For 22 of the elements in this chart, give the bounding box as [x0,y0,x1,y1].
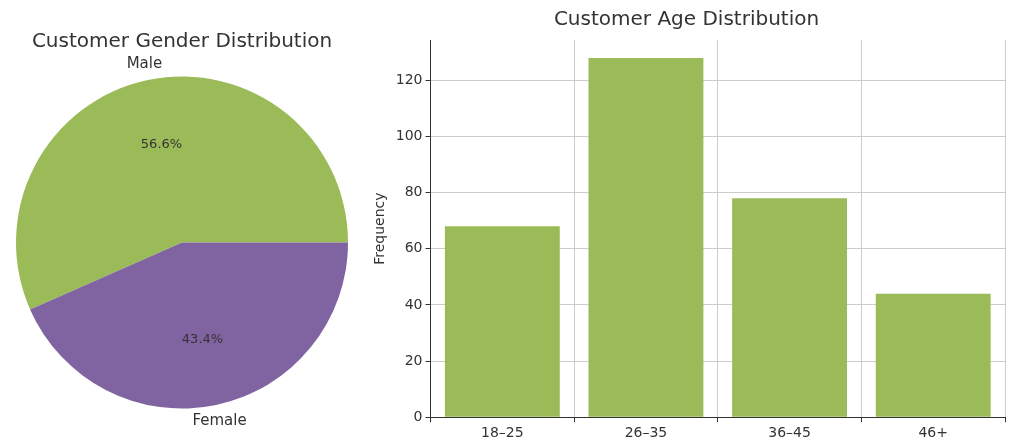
chart-title: Customer Age Distribution [553,6,820,31]
y-axis-title: Frequency [371,192,388,265]
data-label: 56.6% [140,136,183,152]
y-tick-label: 60 [404,239,423,256]
y-tick-label: 20 [404,351,423,368]
y-tick-label: 0 [413,407,423,424]
bar [588,57,704,417]
bar [875,293,991,417]
slice-label: Female [192,411,247,430]
x-tick-label: 18–25 [481,424,524,441]
x-tick-label: 26–35 [624,424,668,441]
x-tick-label: 36–45 [768,424,811,441]
y-tick-label: 40 [404,295,423,312]
x-tick-label: 46+ [918,424,948,441]
bar [444,226,560,417]
data-label: 43.4% [181,331,224,347]
chart-title: Customer Gender Distribution [31,28,333,53]
y-tick-label: 120 [395,71,423,88]
slice-label: Male [126,53,163,72]
y-tick-label: 80 [404,183,423,200]
bar [732,198,848,417]
y-tick-label: 100 [395,127,423,144]
